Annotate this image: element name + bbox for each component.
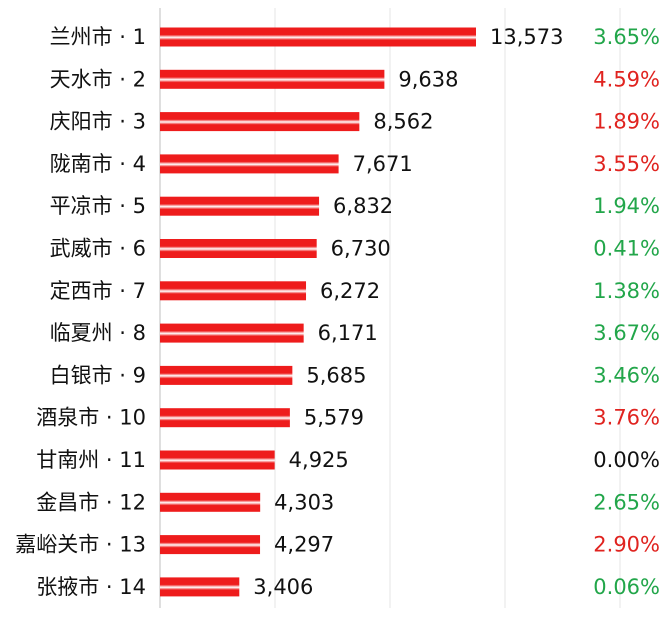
category-label: 武威市 · 6	[50, 237, 146, 261]
bar	[160, 492, 261, 512]
value-label: 13,573	[490, 25, 563, 49]
growth-label: 1.94%	[593, 194, 660, 218]
category-label: 兰州市 · 1	[50, 25, 146, 49]
bar	[160, 365, 293, 385]
bar	[160, 196, 320, 216]
bar	[160, 577, 240, 597]
category-label: 张掖市 · 14	[36, 575, 146, 599]
category-label: 金昌市 · 12	[36, 490, 146, 514]
category-label: 陇南市 · 4	[50, 152, 146, 176]
growth-label: 3.46%	[593, 363, 660, 387]
value-label: 7,671	[353, 152, 413, 176]
value-label: 5,579	[304, 406, 364, 430]
bar	[160, 239, 317, 258]
value-label: 9,638	[398, 67, 458, 91]
bar	[160, 154, 339, 174]
value-label: 4,297	[274, 533, 334, 557]
bar	[160, 535, 261, 555]
bar	[160, 450, 275, 470]
category-label: 酒泉市 · 10	[36, 406, 146, 430]
growth-label: 1.89%	[593, 110, 660, 134]
bar	[160, 323, 304, 343]
growth-label: 0.41%	[593, 237, 660, 261]
category-label: 定西市 · 7	[50, 279, 146, 303]
growth-labels: 3.65% 4.59% 1.89% 3.55% 1.94% 0.41% 1.38% 3.67%…	[593, 25, 660, 599]
bar	[160, 281, 307, 301]
bar	[160, 112, 360, 132]
bar	[160, 27, 476, 47]
value-label: 6,171	[318, 321, 378, 345]
value-label: 6,272	[320, 279, 380, 303]
growth-label: 2.65%	[593, 490, 660, 514]
value-labels: 13,573 9,638 8,562 7,671 6,832 6,730 6,272 6,17…	[253, 25, 563, 599]
category-label: 临夏州 · 8	[50, 321, 146, 345]
growth-label: 0.00%	[593, 448, 660, 472]
value-label: 3,406	[253, 575, 313, 599]
growth-label: 3.67%	[593, 321, 660, 345]
category-label: 白银市 · 9	[50, 363, 146, 387]
growth-label: 2.90%	[593, 533, 660, 557]
growth-label: 0.06%	[593, 575, 660, 599]
growth-label: 4.59%	[593, 67, 660, 91]
value-label: 5,685	[306, 363, 366, 387]
category-label: 天水市 · 2	[50, 67, 146, 91]
value-label: 8,562	[373, 110, 433, 134]
growth-label: 1.38%	[593, 279, 660, 303]
growth-label: 3.65%	[593, 25, 660, 49]
category-label: 甘南州 · 11	[36, 448, 146, 472]
value-label: 4,925	[289, 448, 349, 472]
bar	[160, 69, 385, 89]
bars	[160, 27, 476, 597]
growth-label: 3.55%	[593, 152, 660, 176]
category-label: 平凉市 · 5	[50, 194, 146, 218]
growth-label: 3.76%	[593, 406, 660, 430]
category-label: 嘉峪关市 · 13	[15, 533, 146, 557]
category-label: 庆阳市 · 3	[50, 110, 146, 134]
gridlines	[274, 8, 621, 608]
value-label: 6,832	[333, 194, 393, 218]
value-label: 6,730	[331, 237, 391, 261]
bar	[160, 408, 290, 428]
category-labels: 兰州市 · 1 天水市 · 2 庆阳市 · 3 陇南市 · 4 平凉市 · 5 武威市 ·…	[15, 25, 146, 599]
value-label: 4,303	[274, 490, 334, 514]
